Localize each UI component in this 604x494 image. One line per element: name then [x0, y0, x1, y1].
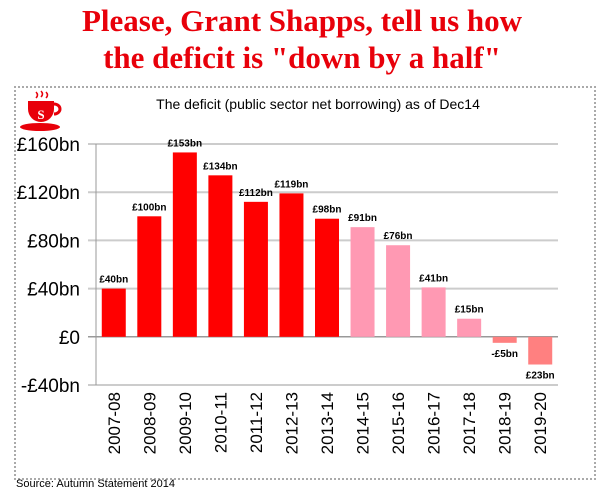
bar-2015-16: [386, 245, 411, 337]
y-tick-label: £120bn: [17, 183, 80, 204]
data-label: £153bn: [168, 138, 202, 149]
data-label: £134bn: [203, 161, 237, 172]
bar-2007-08: [101, 288, 126, 337]
data-label: £91bn: [348, 213, 377, 224]
chart-frame: [14, 86, 596, 480]
bar-2011-12: [243, 201, 268, 337]
bar-2014-15: [350, 227, 375, 337]
x-tick-label: 2008-09: [140, 392, 159, 454]
x-tick-label: 2012-13: [282, 392, 301, 454]
x-tick-label: 2014-15: [354, 392, 373, 454]
data-label: £112bn: [239, 188, 273, 199]
x-tick-label: 2017-18: [460, 392, 479, 454]
headline-line-1: Please, Grant Shapps, tell us how: [81, 3, 523, 38]
x-tick-label: 2019-20: [531, 392, 550, 454]
x-tick-label: 2007-08: [105, 392, 124, 454]
bar-2009-10: [172, 152, 197, 337]
x-tick-label: 2018-19: [496, 392, 515, 454]
x-tick-label: 2011-12: [247, 392, 266, 453]
x-tick-label: 2013-14: [318, 392, 337, 454]
y-tick-label: £160bn: [17, 135, 80, 156]
data-label: £76bn: [384, 231, 413, 242]
y-tick-label: -£40bn: [21, 376, 80, 397]
chart-title: The deficit (public sector net borrowing…: [156, 96, 480, 112]
data-label: £41bn: [419, 273, 448, 284]
x-tick-label: 2015-16: [389, 392, 408, 454]
data-label: £23bn: [526, 371, 555, 382]
bar-2012-13: [279, 193, 304, 337]
headline-line-2: the deficit is "down by a half": [103, 40, 501, 75]
bar-2017-18: [457, 318, 482, 337]
bar-2019-20: [528, 336, 553, 365]
x-tick-label: 2016-17: [425, 392, 444, 454]
source-note: Source: Autumn Statement 2014: [16, 478, 175, 490]
bar-2013-14: [315, 218, 339, 337]
x-tick-label: 2010-11: [211, 392, 230, 453]
x-tick-label: 2009-10: [176, 392, 195, 454]
y-tick-label: £80bn: [27, 231, 80, 252]
bar-2016-17: [421, 287, 446, 337]
bar-2010-11: [208, 175, 233, 337]
data-label: £40bn: [99, 275, 128, 286]
bar-2018-19: [492, 336, 517, 343]
headline: Please, Grant Shapps, tell us how the def…: [0, 2, 604, 76]
y-tick-label: £0: [59, 328, 80, 349]
y-tick-label: £40bn: [27, 280, 80, 301]
data-label: £119bn: [275, 179, 309, 190]
bar-2008-09: [137, 216, 162, 337]
data-label: £15bn: [455, 305, 484, 316]
data-label: -£5bn: [491, 349, 518, 360]
data-label: £100bn: [132, 202, 166, 213]
data-label: £98bn: [313, 205, 342, 216]
svg-text:S: S: [37, 107, 44, 122]
teacup-s-logo: S: [20, 90, 62, 131]
